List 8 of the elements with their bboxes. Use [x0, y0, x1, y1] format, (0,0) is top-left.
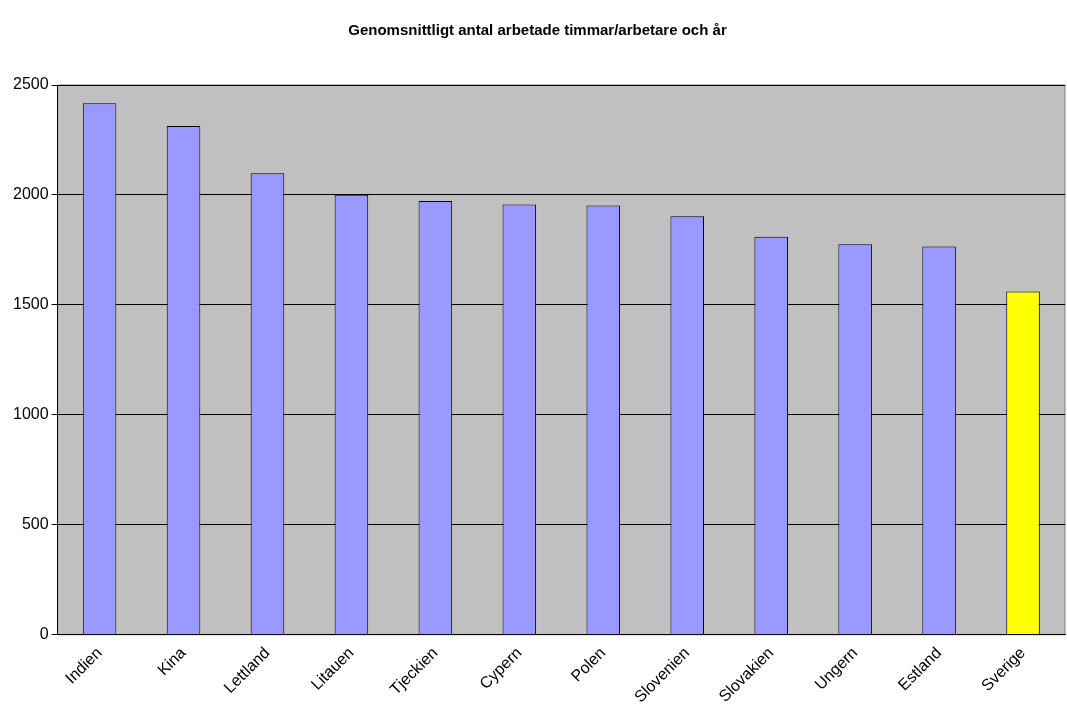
y-tick-label: 2500: [13, 75, 49, 93]
y-tick-label: 0: [39, 625, 49, 643]
y-tick-label: 500: [21, 515, 49, 533]
y-tick-label: 1500: [13, 295, 49, 313]
y-tick-label: 2000: [13, 185, 49, 203]
x-tick-label: Kina: [154, 643, 189, 679]
y-tick-label: 1000: [13, 405, 49, 423]
chart-title: Genomsnittligt antal arbetade timmar/arbetare och år: [348, 21, 727, 39]
